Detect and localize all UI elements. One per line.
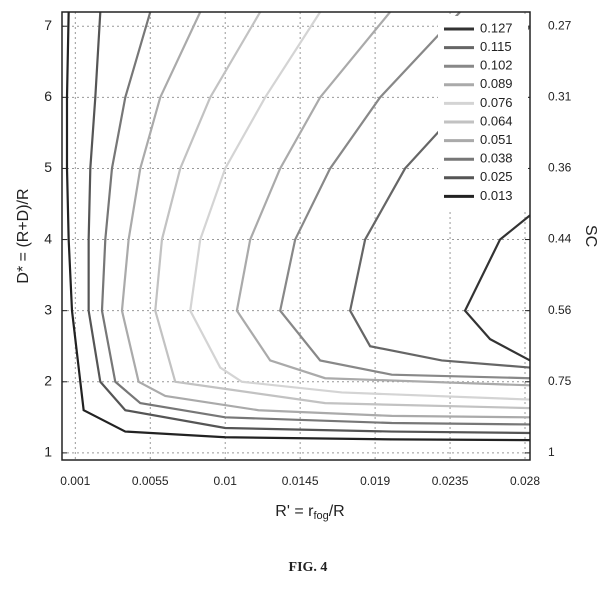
- legend-label: 0.038: [480, 151, 513, 166]
- y2-tick-label: 0.27: [548, 18, 572, 32]
- x-tick-label: 0.0055: [132, 474, 169, 488]
- legend-label: 0.064: [480, 113, 513, 128]
- legend-label: 0.127: [480, 20, 513, 35]
- y-tick-label: 7: [44, 17, 52, 33]
- legend-label: 0.025: [480, 169, 513, 184]
- legend: 0.127 0.115 0.102 0.089 0.076 0.064 0.051 0.038…: [438, 16, 528, 212]
- x-tick-label: 0.0235: [432, 474, 469, 488]
- x-tick-label: 0.001: [60, 474, 90, 488]
- figure-caption: FIG. 4: [289, 560, 328, 575]
- y-axis-label: D* = (R+D)/R: [15, 188, 32, 283]
- y2-tick-label: 0.56: [548, 303, 572, 317]
- contour-line: [87, 12, 530, 435]
- legend-label: 0.076: [480, 95, 513, 110]
- x-tick-label: 0.019: [360, 474, 390, 488]
- legend-label: 0.102: [480, 58, 513, 73]
- x-tick-label: 0.028: [510, 474, 540, 488]
- x-label-main: R' = r: [275, 503, 314, 520]
- y2-tick-label: 0.36: [548, 161, 572, 175]
- y-tick-label: 3: [44, 301, 52, 317]
- y-tick-label: 2: [44, 372, 52, 388]
- plot-frame: [61, 11, 531, 461]
- legend-label: 0.051: [480, 132, 513, 147]
- y-tick-label: 5: [44, 159, 52, 175]
- contour-line: [189, 12, 530, 401]
- y-tick-label: 6: [44, 88, 52, 104]
- y2-tick-label: 1: [548, 445, 555, 459]
- contour-line: [120, 12, 530, 419]
- legend-label: 0.013: [480, 188, 513, 203]
- contour-line: [463, 214, 530, 362]
- y-tick-label: 4: [44, 230, 52, 246]
- y2-tick-label: 0.31: [548, 90, 572, 104]
- y2-tick-label: 0.44: [548, 232, 572, 246]
- contour-line: [235, 12, 530, 387]
- x-label-subscript: fog: [313, 510, 328, 522]
- contour-line: [278, 12, 530, 380]
- y-tick-label: 1: [44, 444, 52, 460]
- y2-tick-label: 0.75: [548, 374, 572, 388]
- x-tick-label: 0.0145: [282, 474, 319, 488]
- x-label-tail: /R: [329, 503, 345, 520]
- x-axis-label: R' = rfog/R: [275, 503, 344, 522]
- y2-axis-label: SC: [582, 225, 599, 247]
- legend-label: 0.089: [480, 76, 513, 91]
- contour-line: [154, 12, 530, 410]
- x-tick-label: 0.01: [214, 474, 238, 488]
- contour-line: [100, 12, 530, 426]
- legend-label: 0.115: [480, 39, 512, 54]
- contour-line: [65, 12, 530, 442]
